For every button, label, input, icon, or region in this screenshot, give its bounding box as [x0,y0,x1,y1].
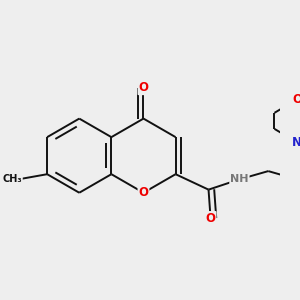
Text: N: N [292,136,300,149]
Text: O: O [139,81,148,94]
Text: O: O [206,212,216,225]
Text: O: O [139,186,148,199]
Text: O: O [292,93,300,106]
Text: NH: NH [230,174,249,184]
Text: CH₃: CH₃ [2,174,22,184]
